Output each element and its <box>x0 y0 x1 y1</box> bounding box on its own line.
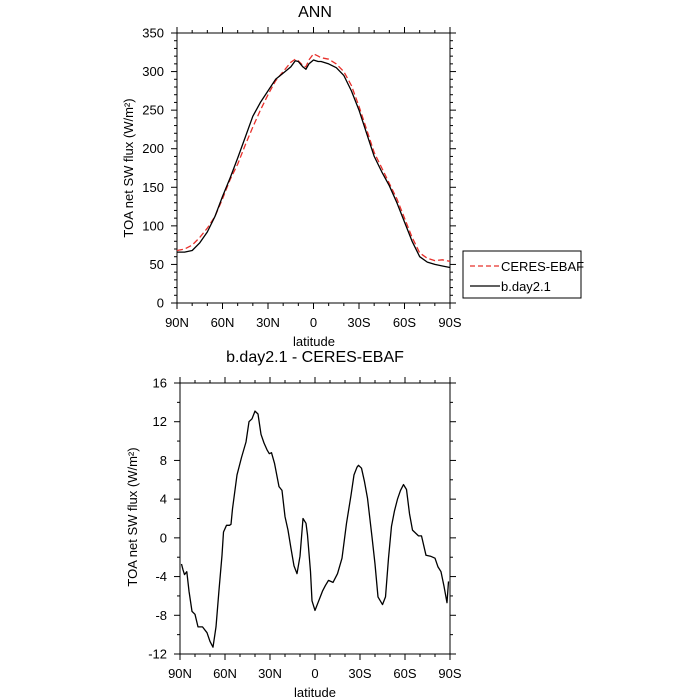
top-x-axis-label: latitude <box>293 334 335 349</box>
top-x-tick-label: 30S <box>347 315 370 330</box>
bottom-y-tick-label: 4 <box>160 492 167 507</box>
top-y-tick-label: 350 <box>142 26 164 41</box>
bottom-x-tick-label: 60S <box>393 666 416 681</box>
top-y-tick-label: 100 <box>142 218 164 233</box>
bottom-tick-marks <box>174 377 456 660</box>
bottom-x-axis-label: latitude <box>294 685 336 700</box>
bottom-series-lines <box>180 410 450 648</box>
bottom-y-tick-label: -12 <box>148 647 167 662</box>
bottom-panel: b.day2.1 - CERES-EBAF -12 -8 -4 0 4 8 12 16 90N… <box>125 349 462 700</box>
top-panel: ANN 0 50 100 150 200 250 300 350 90N 60N 30N 0 30S 6… <box>121 4 462 349</box>
bottom-y-tick-label: 8 <box>160 453 167 468</box>
top-plot-frame <box>176 32 451 304</box>
top-y-axis-label: TOA net SW flux (W/m²) <box>121 98 136 237</box>
top-series-ceres-ebaf-line <box>176 53 451 262</box>
bottom-x-tick-label: 90N <box>168 666 192 681</box>
top-x-tick-label: 0 <box>310 315 317 330</box>
top-series-b-day2-1-line <box>177 59 451 269</box>
top-y-tick-label: 200 <box>142 141 164 156</box>
top-y-tick-label: 0 <box>157 296 164 311</box>
bottom-y-axis-label: TOA net SW flux (W/m²) <box>125 447 140 586</box>
bottom-title: b.day2.1 - CERES-EBAF <box>226 349 404 366</box>
bottom-y-tick-label: 12 <box>153 414 167 429</box>
top-x-tick-label: 90S <box>438 315 461 330</box>
bottom-x-tick-label: 30N <box>258 666 282 681</box>
bottom-x-tick-label: 30S <box>348 666 371 681</box>
legend-label-ceres-ebaf: CERES-EBAF <box>501 259 584 274</box>
top-y-tick-label: 300 <box>142 64 164 79</box>
bottom-y-tick-label: -8 <box>155 608 167 623</box>
top-y-tick-label: 50 <box>150 257 164 272</box>
bottom-x-tick-labels: 90N 60N 30N 0 30S 60S 90S <box>168 666 462 681</box>
top-x-tick-label: 60S <box>393 315 416 330</box>
top-x-tick-labels: 90N 60N 30N 0 30S 60S 90S <box>165 315 462 330</box>
top-y-tick-labels: 0 50 100 150 200 250 300 350 <box>142 26 164 311</box>
bottom-x-tick-label: 60N <box>213 666 237 681</box>
top-tick-marks <box>171 27 456 309</box>
top-series-lines <box>176 53 451 269</box>
bottom-plot-frame <box>179 382 451 655</box>
bottom-y-tick-label: 16 <box>153 376 167 391</box>
top-y-tick-label: 150 <box>142 180 164 195</box>
legend-box <box>462 250 582 299</box>
top-title: ANN <box>298 4 332 21</box>
bottom-series-difference-line <box>180 410 450 648</box>
top-x-tick-label: 60N <box>211 315 235 330</box>
bottom-x-tick-label: 0 <box>311 666 318 681</box>
bottom-x-tick-label: 90S <box>438 666 461 681</box>
legend: CERES-EBAF b.day2.1 <box>462 250 584 299</box>
top-x-tick-label: 90N <box>165 315 189 330</box>
bottom-y-tick-labels: -12 -8 -4 0 4 8 12 16 <box>148 376 167 662</box>
bottom-y-tick-label: -4 <box>155 569 167 584</box>
legend-label-b-day2-1: b.day2.1 <box>501 279 551 294</box>
top-x-tick-label: 30N <box>256 315 280 330</box>
top-y-tick-label: 250 <box>142 103 164 118</box>
bottom-y-tick-label: 0 <box>160 530 167 545</box>
